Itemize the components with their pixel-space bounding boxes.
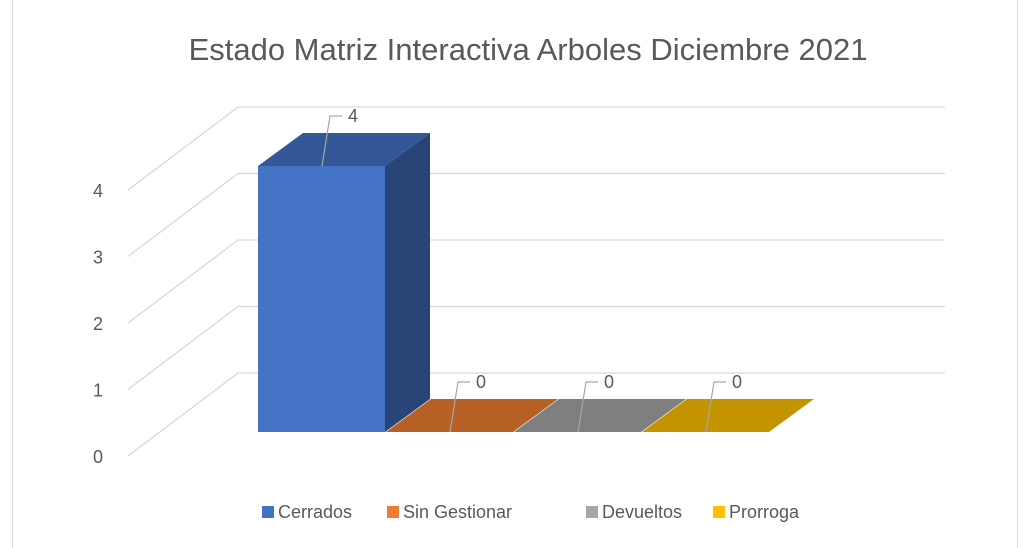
- legend-label: Devueltos: [602, 502, 682, 522]
- grid-line: [127, 372, 239, 457]
- chart-title: Estado Matriz Interactiva Arboles Diciem…: [189, 32, 868, 67]
- grid-line: [127, 305, 239, 391]
- y-tick-label: 3: [93, 247, 103, 267]
- grid-line: [127, 106, 239, 191]
- legend-label: Cerrados: [278, 502, 352, 522]
- y-tick-label: 4: [93, 181, 103, 201]
- bar-top: [386, 399, 558, 432]
- leader-line: [577, 381, 598, 433]
- data-label: 0: [732, 372, 742, 392]
- bar-top: [642, 399, 814, 432]
- legend-swatch: [586, 506, 598, 518]
- leader-line: [321, 115, 342, 167]
- legend-label: Prorroga: [729, 502, 800, 522]
- bar-front: [258, 166, 385, 432]
- data-label: 4: [348, 106, 358, 126]
- leader-line: [705, 381, 726, 433]
- bar-top: [258, 133, 430, 166]
- bar-top: [514, 399, 686, 432]
- legend-swatch: [713, 506, 725, 518]
- legend-swatch: [387, 506, 399, 518]
- data-label: 0: [604, 372, 614, 392]
- y-tick-label: 1: [93, 380, 103, 400]
- legend-label: Sin Gestionar: [403, 502, 512, 522]
- grid-line: [127, 172, 239, 258]
- grid-line: [127, 239, 239, 324]
- y-tick-label: 2: [93, 314, 103, 334]
- bar-side: [385, 133, 430, 432]
- y-tick-label: 0: [93, 447, 103, 467]
- legend-swatch: [262, 506, 274, 518]
- leader-line: [449, 381, 470, 433]
- data-label: 0: [476, 372, 486, 392]
